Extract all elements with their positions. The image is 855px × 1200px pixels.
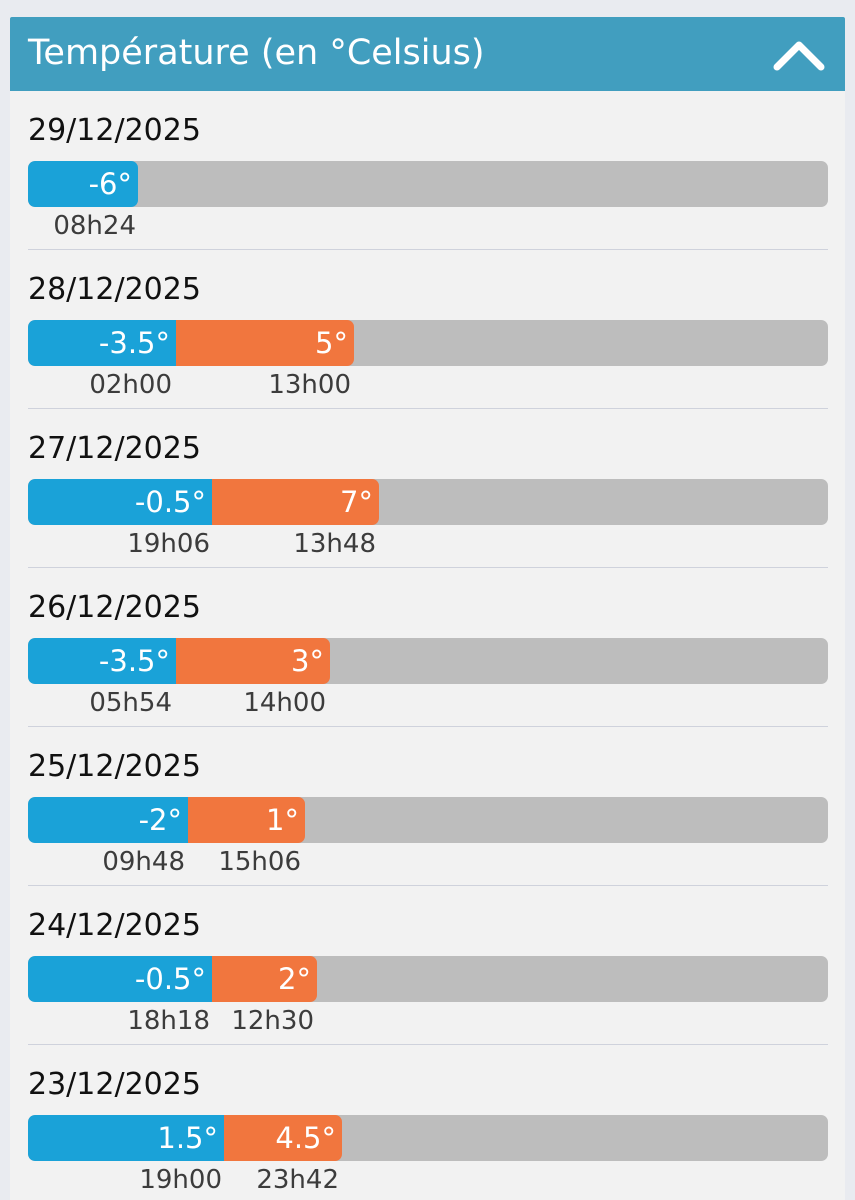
day-row: 28/12/2025 -3.5° 5° 02h00 13h00 bbox=[28, 250, 828, 409]
temperature-track: -3.5° 5° bbox=[28, 320, 828, 366]
max-temp-time: 15h06 bbox=[218, 847, 301, 877]
max-temp-bar: 7° bbox=[212, 479, 379, 525]
temperature-track: -2° 1° bbox=[28, 797, 828, 843]
day-row: 24/12/2025 -0.5° 2° 18h18 12h30 bbox=[28, 886, 828, 1045]
collapse-button[interactable] bbox=[769, 27, 829, 81]
min-temp-time: 09h48 bbox=[102, 847, 185, 877]
chevron-up-icon bbox=[773, 41, 825, 71]
min-temp-bar: -3.5° bbox=[28, 638, 176, 684]
temperature-track: -3.5° 3° bbox=[28, 638, 828, 684]
min-temp-bar: -0.5° bbox=[28, 956, 212, 1002]
panel-title: Température (en °Celsius) bbox=[28, 33, 485, 73]
temperature-panel: Température (en °Celsius) 29/12/2025 -6°… bbox=[10, 17, 845, 1200]
day-row: 25/12/2025 -2° 1° 09h48 15h06 bbox=[28, 727, 828, 886]
temperature-track: -0.5° 7° bbox=[28, 479, 828, 525]
min-temp-bar: -0.5° bbox=[28, 479, 212, 525]
day-date: 26/12/2025 bbox=[28, 590, 201, 625]
day-row: 26/12/2025 -3.5° 3° 05h54 14h00 bbox=[28, 568, 828, 727]
min-temp-bar: -2° bbox=[28, 797, 188, 843]
panel-header[interactable]: Température (en °Celsius) bbox=[10, 17, 845, 91]
max-temp-time: 12h30 bbox=[231, 1006, 314, 1036]
min-temp-time: 02h00 bbox=[89, 370, 172, 400]
day-row: 27/12/2025 -0.5° 7° 19h06 13h48 bbox=[28, 409, 828, 568]
day-date: 28/12/2025 bbox=[28, 272, 201, 307]
min-temp-bar: -6° bbox=[28, 161, 138, 207]
max-temp-time: 23h42 bbox=[256, 1165, 339, 1195]
max-temp-bar: 4.5° bbox=[224, 1115, 342, 1161]
min-temp-time: 18h18 bbox=[127, 1006, 210, 1036]
max-temp-time: 14h00 bbox=[243, 688, 326, 718]
max-temp-time: 13h48 bbox=[293, 529, 376, 559]
day-date: 25/12/2025 bbox=[28, 749, 201, 784]
max-temp-bar: 1° bbox=[188, 797, 305, 843]
min-temp-time: 19h06 bbox=[127, 529, 210, 559]
max-temp-bar: 2° bbox=[212, 956, 317, 1002]
day-row: 29/12/2025 -6° 08h24 bbox=[28, 91, 828, 250]
day-date: 24/12/2025 bbox=[28, 908, 201, 943]
temperature-track: -0.5° 2° bbox=[28, 956, 828, 1002]
day-list: 29/12/2025 -6° 08h24 28/12/2025 -3.5° 5°… bbox=[28, 91, 828, 1200]
min-temp-time: 19h00 bbox=[139, 1165, 222, 1195]
min-temp-bar: 1.5° bbox=[28, 1115, 224, 1161]
day-date: 23/12/2025 bbox=[28, 1067, 201, 1102]
day-date: 27/12/2025 bbox=[28, 431, 201, 466]
max-temp-time: 13h00 bbox=[268, 370, 351, 400]
day-row: 23/12/2025 1.5° 4.5° 19h00 23h42 bbox=[28, 1045, 828, 1200]
temperature-track: -6° bbox=[28, 161, 828, 207]
day-date: 29/12/2025 bbox=[28, 113, 201, 148]
max-temp-bar: 3° bbox=[176, 638, 330, 684]
min-temp-time: 08h24 bbox=[53, 211, 136, 241]
max-temp-bar: 5° bbox=[176, 320, 354, 366]
min-temp-time: 05h54 bbox=[89, 688, 172, 718]
temperature-track: 1.5° 4.5° bbox=[28, 1115, 828, 1161]
min-temp-bar: -3.5° bbox=[28, 320, 176, 366]
